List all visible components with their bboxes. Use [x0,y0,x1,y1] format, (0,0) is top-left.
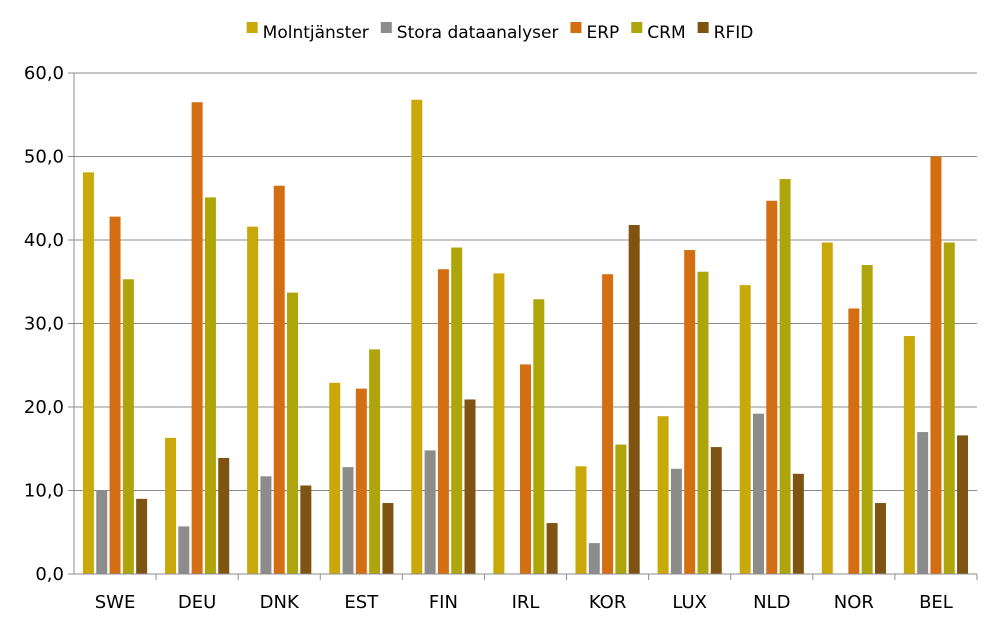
y-tick-label: 50,0 [24,147,64,168]
bar-dnk-series-3 [273,185,285,574]
bar-bel-series-3 [930,156,942,574]
bar-fin-series-4 [451,247,463,574]
x-category-label: FIN [429,592,458,613]
bar-bel-series-1 [903,336,915,574]
bar-irl-series-3 [520,364,531,574]
axes [68,72,978,580]
bar-irl-series-4 [533,299,545,574]
bar-kor-series-4 [615,444,627,574]
bar-est-series-5 [382,503,394,574]
bar-deu-series-4 [204,197,216,575]
legend-label: CRM [647,23,685,43]
x-category-label: BEL [919,592,953,613]
x-category-label: IRL [512,592,540,613]
legend-item: Molntjänster [246,22,369,43]
y-axis-ticks: 0,0 10,0 20,0 30,0 40,0 50,0 60,0 [24,63,64,585]
bars [82,99,969,575]
legend: Molntjänster Stora dataanalyser ERP CRM RFID [246,22,754,43]
x-category-label: NOR [834,592,874,613]
bar-est-series-1 [329,382,341,574]
bar-swe-series-5 [136,498,148,574]
bar-irl-series-1 [493,273,505,574]
bar-dnk-series-5 [300,485,312,574]
bar-nor-series-4 [861,265,873,574]
legend-swatch [631,22,643,33]
bar-deu-series-2 [178,526,190,574]
bar-fin-series-1 [411,99,423,574]
x-axis-categories: SWE DEU DNK EST FIN IRL KOR LUX NLD NOR BEL [95,592,953,613]
bar-dnk-series-2 [260,476,272,574]
legend-label: Stora dataanalyser [397,23,559,43]
bar-nor-series-1 [821,242,833,574]
legend-swatch [697,22,709,33]
y-tick-label: 0,0 [35,564,64,585]
y-tick-label: 40,0 [24,230,64,251]
bar-deu-series-3 [191,102,203,574]
legend-item: Stora dataanalyser [380,22,559,43]
bar-est-series-2 [342,467,354,574]
bar-est-series-3 [355,388,367,574]
bar-bel-series-2 [917,432,929,574]
bar-fin-series-2 [424,450,436,574]
bar-nld-series-2 [752,413,764,574]
bar-irl-series-5 [546,523,558,574]
x-category-label: DEU [178,592,216,613]
legend-label: ERP [586,23,619,43]
legend-swatch [246,22,258,33]
x-category-label: SWE [95,592,136,613]
x-category-label: KOR [589,592,627,613]
legend-label: RFID [714,23,754,43]
bar-est-series-4 [369,349,381,574]
bar-kor-series-5 [628,224,640,574]
legend-item: CRM [631,22,686,43]
bar-lux-series-1 [657,416,669,574]
x-category-label: NLD [753,592,790,613]
bar-swe-series-3 [109,216,121,574]
legend-swatch [380,22,392,33]
x-category-label: EST [344,592,379,613]
bar-lux-series-5 [710,447,722,574]
bar-deu-series-1 [165,437,177,574]
legend-swatch [570,22,582,33]
bar-kor-series-2 [588,543,600,574]
y-tick-label: 20,0 [24,397,64,418]
y-tick-label: 10,0 [24,481,64,502]
bar-nld-series-5 [792,473,804,574]
bar-nor-series-5 [874,503,886,574]
bar-nld-series-1 [739,285,751,574]
bar-swe-series-4 [122,279,134,574]
bar-lux-series-3 [684,250,696,574]
bar-lux-series-2 [670,468,682,574]
legend-item: ERP [570,22,619,43]
bar-dnk-series-4 [287,292,299,574]
bar-nld-series-3 [766,200,778,574]
bar-bel-series-5 [957,435,969,574]
y-tick-label: 60,0 [24,63,64,84]
bar-fin-series-5 [464,399,476,574]
bar-swe-series-1 [82,172,94,575]
x-category-label: DNK [260,592,300,613]
y-tick-label: 30,0 [24,314,64,335]
legend-label: Molntjänster [263,23,369,43]
bar-fin-series-3 [437,269,449,574]
bar-swe-series-2 [96,490,108,574]
bar-bel-series-4 [943,242,955,574]
bar-lux-series-4 [697,271,709,574]
bar-nor-series-3 [848,308,860,574]
bar-kor-series-3 [602,274,614,574]
bar-deu-series-5 [218,457,230,574]
x-category-label: LUX [672,592,707,613]
bar-kor-series-1 [575,466,587,574]
legend-item: RFID [697,22,754,43]
bar-dnk-series-1 [247,226,259,574]
bar-nld-series-4 [779,179,791,575]
